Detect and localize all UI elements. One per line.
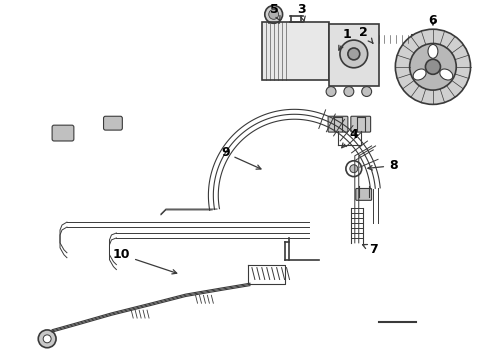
Circle shape [394, 29, 469, 104]
Circle shape [347, 48, 359, 60]
Text: 3: 3 [296, 3, 305, 22]
Circle shape [268, 9, 278, 19]
Text: 4: 4 [341, 127, 357, 148]
Circle shape [339, 40, 367, 68]
Ellipse shape [412, 69, 425, 80]
Text: 10: 10 [112, 248, 176, 274]
FancyBboxPatch shape [52, 125, 74, 141]
FancyBboxPatch shape [261, 22, 328, 80]
Text: 8: 8 [367, 159, 397, 172]
FancyBboxPatch shape [410, 34, 418, 44]
Circle shape [409, 44, 455, 90]
Text: 7: 7 [362, 243, 377, 256]
FancyBboxPatch shape [103, 116, 122, 130]
Circle shape [425, 59, 440, 74]
Text: 1: 1 [338, 28, 350, 50]
Ellipse shape [439, 69, 452, 80]
Circle shape [343, 87, 353, 96]
Text: 9: 9 [221, 147, 261, 169]
Circle shape [345, 161, 361, 177]
Circle shape [43, 335, 51, 343]
FancyBboxPatch shape [328, 24, 378, 86]
FancyBboxPatch shape [350, 116, 370, 132]
Circle shape [264, 5, 282, 23]
Circle shape [361, 87, 371, 96]
Ellipse shape [427, 45, 437, 58]
Text: 5: 5 [270, 3, 280, 21]
Text: 2: 2 [359, 26, 372, 43]
FancyBboxPatch shape [355, 189, 371, 200]
Text: 6: 6 [428, 14, 436, 27]
Circle shape [38, 330, 56, 348]
Circle shape [325, 87, 335, 96]
FancyBboxPatch shape [327, 116, 347, 132]
Circle shape [349, 165, 357, 173]
